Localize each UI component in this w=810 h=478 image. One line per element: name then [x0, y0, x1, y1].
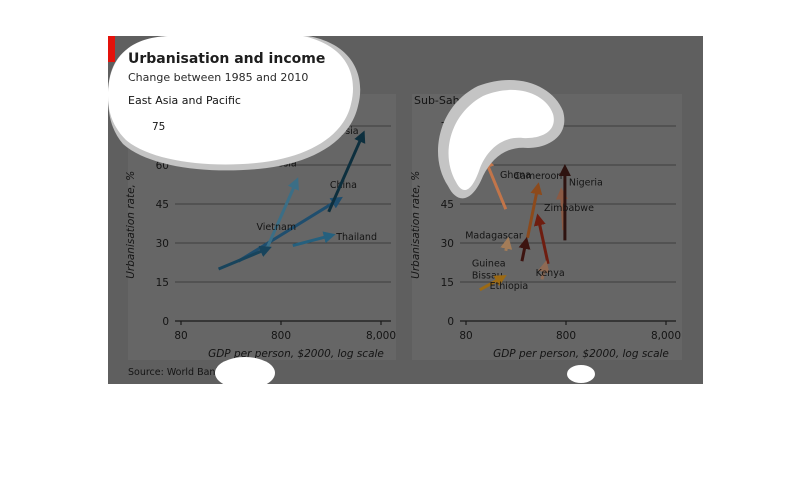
series-label: Bissau [472, 270, 503, 281]
brand-tab [108, 36, 115, 62]
series-arrow-cameroon [555, 187, 568, 231]
series-label: Ghana [500, 170, 531, 181]
series-arrow-zimbabwe [533, 213, 550, 265]
series-arrow-indonesia [263, 177, 299, 255]
y-tick-label: 30 [441, 238, 454, 250]
overlay-blob [108, 36, 354, 165]
series-label: Guinea [472, 258, 506, 269]
y-tick-label: 45 [156, 199, 169, 211]
series-arrow-ethiopia [479, 275, 507, 292]
chart-figure: 0 15 30 45 60 80 800 8,000 GDP per person, $2000… [108, 36, 703, 384]
series-arrow-vietnam [217, 245, 272, 271]
series-arrow-china [237, 196, 343, 263]
x-axis-title: GDP per person, $2000, log scale [208, 348, 384, 360]
chart-subtitle: Change between 1985 and 2010 [128, 71, 308, 84]
series-arrow-madagascar [518, 236, 531, 262]
series-label: Nigeria [569, 178, 603, 189]
series-arrow-guinea-bissau [500, 236, 513, 252]
y-tick-label: 0 [162, 316, 169, 328]
series-label: Cameroon [513, 171, 562, 182]
x-axis-title: GDP per person, $2000, log scale [493, 348, 669, 360]
x-tick-label: 80 [174, 330, 187, 342]
series-label: Thailand [335, 232, 377, 243]
y-tick-label: 30 [156, 238, 169, 250]
series-arrow-liberia [483, 156, 508, 210]
series-arrow-malaysia [327, 130, 366, 213]
series-label: China [330, 180, 357, 191]
y-tick-label: 15 [441, 277, 454, 289]
y-tick-label: 0 [447, 316, 454, 328]
y-tick-label: 45 [441, 199, 454, 211]
chart-title: Urbanisation and income [128, 51, 325, 67]
overlay-blob [567, 365, 595, 383]
x-tick-label: 8,000 [651, 330, 681, 342]
overlay-blob [448, 89, 554, 191]
series-arrow-kenya [537, 260, 550, 280]
source-note: Source: World Bank [128, 367, 221, 378]
x-tick-label: 80 [459, 330, 472, 342]
x-tick-label: 8,000 [366, 330, 396, 342]
series-arrow-ghana [526, 182, 543, 239]
series-label: Ethiopia [490, 281, 529, 292]
series-label: Zimbabwe [544, 203, 594, 214]
series-label: Vietnam [257, 222, 297, 233]
y-tick-label: 15 [156, 277, 169, 289]
x-tick-label: 800 [556, 330, 576, 342]
series-label: Kenya [536, 268, 565, 279]
y-tick-label-75-left: 75 [152, 121, 165, 133]
y-axis-title: Urbanisation rate, % [125, 171, 137, 279]
x-tick-label: 800 [271, 330, 291, 342]
series-label: Madagascar [465, 230, 523, 241]
y-axis-title: Urbanisation rate, % [410, 171, 422, 279]
series-arrow-thailand [292, 231, 336, 248]
overlay-blob [215, 357, 275, 384]
panel-title-left: East Asia and Pacific [128, 94, 241, 107]
